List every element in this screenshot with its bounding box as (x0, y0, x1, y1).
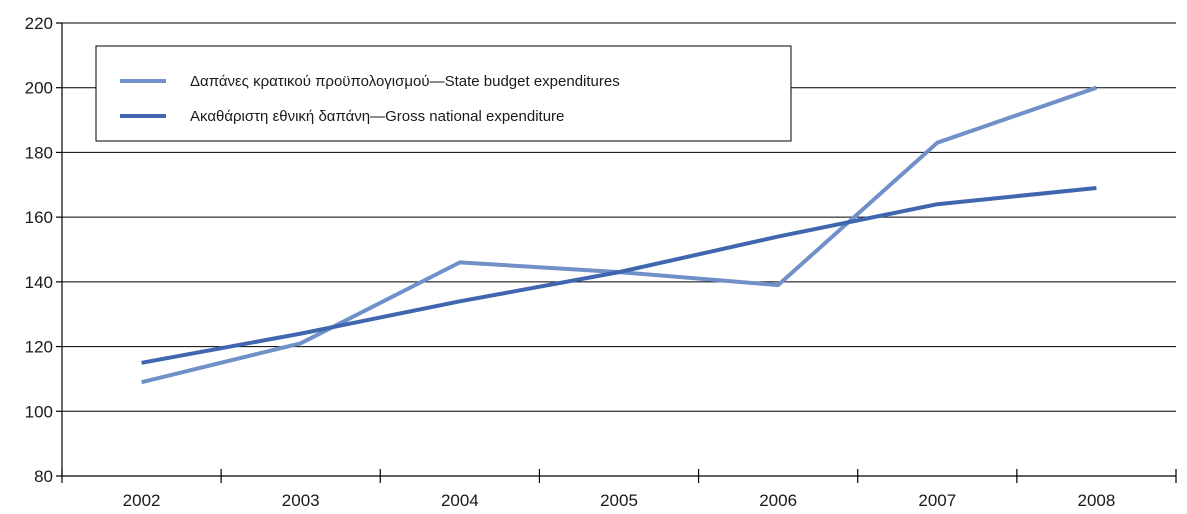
series-line-1 (141, 186, 1097, 365)
y-tick-label: 180 (25, 143, 53, 162)
x-tick-label: 2002 (123, 491, 161, 510)
y-tick-label: 200 (25, 79, 53, 98)
y-tick-label: 160 (25, 208, 53, 227)
y-tick-label: 220 (25, 14, 53, 33)
series-lines (141, 85, 1098, 385)
legend-label-gross-national: Ακαθάριστη εθνική δαπάνη—Gross national … (190, 108, 564, 125)
legend-label-state-budget: Δαπάνες κρατικού προϋπολογισμού—State bu… (190, 73, 620, 90)
axes: 80 100 120 140 160 180 200 220 2002 2003 2004 2005 2… (25, 14, 1177, 510)
x-tick-label: 2008 (1078, 491, 1116, 510)
x-tick-label: 2005 (600, 491, 638, 510)
y-tick-label: 140 (25, 273, 53, 292)
y-tick-label: 120 (25, 338, 53, 357)
legend-box (95, 45, 792, 142)
x-tick-label: 2003 (282, 491, 320, 510)
y-tick-label: 80 (34, 467, 53, 486)
legend: Δαπάνες κρατικού προϋπολογισμού—State bu… (95, 45, 792, 142)
x-tick-label: 2004 (441, 491, 479, 510)
y-tick-label: 100 (25, 402, 53, 421)
x-tick-label: 2007 (918, 491, 956, 510)
x-tick-label: 2006 (759, 491, 797, 510)
